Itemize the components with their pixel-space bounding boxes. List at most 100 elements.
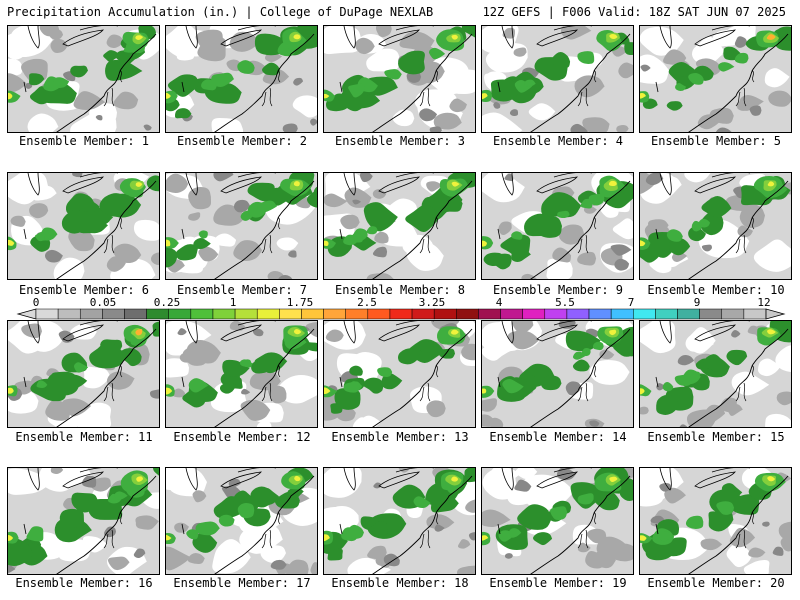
legend-tick-label: 1 — [229, 296, 237, 309]
member-caption: Ensemble Member: 5 — [650, 134, 782, 148]
legend-swatch — [478, 308, 501, 320]
precip-field-map — [166, 173, 317, 279]
precip-field-map — [324, 173, 475, 279]
legend-tick-label: 5.5 — [555, 296, 575, 309]
legend-tick-label: 2.5 — [357, 296, 377, 309]
legend-tick-label: 9 — [693, 296, 701, 309]
precip-field-map — [640, 468, 791, 574]
legend-swatch — [256, 308, 280, 320]
ensemble-map-14 — [481, 320, 634, 428]
ensemble-map-5 — [639, 25, 792, 133]
ensemble-map-13 — [323, 320, 476, 428]
legend-swatch — [699, 308, 723, 320]
member-caption: Ensemble Member: 12 — [173, 430, 311, 444]
legend-swatch — [323, 308, 346, 320]
legend-swatch — [500, 308, 523, 320]
legend-tick-label: 12 — [757, 296, 771, 309]
legend-swatch — [743, 308, 767, 320]
model-run-info: 12Z GEFS | F006 Valid: 18Z SAT JUN 07 20… — [482, 5, 786, 19]
legend-tick-label: 0.25 — [153, 296, 181, 309]
precip-field-map — [324, 26, 475, 132]
legend-tick-label: 0 — [32, 296, 40, 309]
legend-swatch — [389, 308, 413, 320]
legend-right-arrow-icon — [765, 308, 786, 320]
member-caption: Ensemble Member: 6 — [18, 283, 150, 297]
legend-swatch — [588, 308, 612, 320]
legend-swatch — [301, 308, 324, 320]
precip-field-map — [640, 26, 791, 132]
legend-swatch — [522, 308, 546, 320]
legend-swatch — [566, 308, 590, 320]
legend-swatch — [102, 308, 125, 320]
legend-swatch — [279, 308, 302, 320]
ensemble-map-3 — [323, 25, 476, 133]
ensemble-map-12 — [165, 320, 318, 428]
legend-tick-label: 1.75 — [286, 296, 314, 309]
legend-swatch — [146, 308, 169, 320]
legend-tick-label: 3.25 — [418, 296, 446, 309]
member-caption: Ensemble Member: 19 — [489, 576, 627, 590]
legend-swatch — [433, 308, 457, 320]
legend-swatch — [544, 308, 568, 320]
ensemble-map-8 — [323, 172, 476, 280]
member-caption: Ensemble Member: 3 — [334, 134, 466, 148]
member-caption: Ensemble Member: 11 — [15, 430, 153, 444]
legend-swatch — [190, 308, 214, 320]
ensemble-map-4 — [481, 25, 634, 133]
legend-swatch — [456, 308, 479, 320]
legend-swatch — [234, 308, 258, 320]
legend-color-bar — [16, 308, 786, 320]
legend-swatch — [35, 308, 59, 320]
precip-field-map — [8, 321, 159, 427]
ensemble-map-16 — [7, 467, 160, 575]
ensemble-map-19 — [481, 467, 634, 575]
member-caption: Ensemble Member: 17 — [173, 576, 311, 590]
member-caption: Ensemble Member: 16 — [15, 576, 153, 590]
legend-swatch — [345, 308, 369, 320]
member-caption: Ensemble Member: 7 — [176, 283, 308, 297]
legend-tick-label: 7 — [627, 296, 635, 309]
legend-swatch — [168, 308, 192, 320]
precip-field-map — [482, 321, 633, 427]
legend-swatch — [610, 308, 634, 320]
ensemble-map-20 — [639, 467, 792, 575]
precip-field-map — [640, 173, 791, 279]
legend-swatch — [57, 308, 81, 320]
member-caption: Ensemble Member: 4 — [492, 134, 624, 148]
member-caption: Ensemble Member: 20 — [647, 576, 785, 590]
precip-field-map — [482, 26, 633, 132]
precip-field-map — [640, 321, 791, 427]
legend-swatch — [79, 308, 103, 320]
member-caption: Ensemble Member: 2 — [176, 134, 308, 148]
ensemble-map-11 — [7, 320, 160, 428]
precip-field-map — [8, 468, 159, 574]
legend-swatch — [124, 308, 147, 320]
ensemble-map-10 — [639, 172, 792, 280]
legend-swatch — [411, 308, 435, 320]
ensemble-map-7 — [165, 172, 318, 280]
legend-tick-label: 4 — [495, 296, 503, 309]
ensemble-map-15 — [639, 320, 792, 428]
ensemble-map-9 — [481, 172, 634, 280]
precip-field-map — [482, 468, 633, 574]
member-caption: Ensemble Member: 10 — [647, 283, 785, 297]
ensemble-map-17 — [165, 467, 318, 575]
precip-field-map — [8, 173, 159, 279]
precip-field-map — [166, 321, 317, 427]
precip-field-map — [166, 468, 317, 574]
precip-field-map — [8, 26, 159, 132]
legend-tick-label: 0.05 — [89, 296, 117, 309]
precip-field-map — [324, 321, 475, 427]
legend-swatch — [212, 308, 236, 320]
member-caption: Ensemble Member: 13 — [331, 430, 469, 444]
precip-field-map — [324, 468, 475, 574]
ensemble-map-6 — [7, 172, 160, 280]
member-caption: Ensemble Member: 9 — [492, 283, 624, 297]
member-caption: Ensemble Member: 8 — [334, 283, 466, 297]
member-caption: Ensemble Member: 14 — [489, 430, 627, 444]
precip-legend: 0 0.05 0.25 1 1.75 2.5 3.25 4 5.5 7 9 12 — [0, 296, 800, 320]
member-caption: Ensemble Member: 1 — [18, 134, 150, 148]
legend-left-arrow-icon — [16, 308, 37, 320]
legend-swatch — [367, 308, 391, 320]
legend-swatch — [633, 308, 656, 320]
